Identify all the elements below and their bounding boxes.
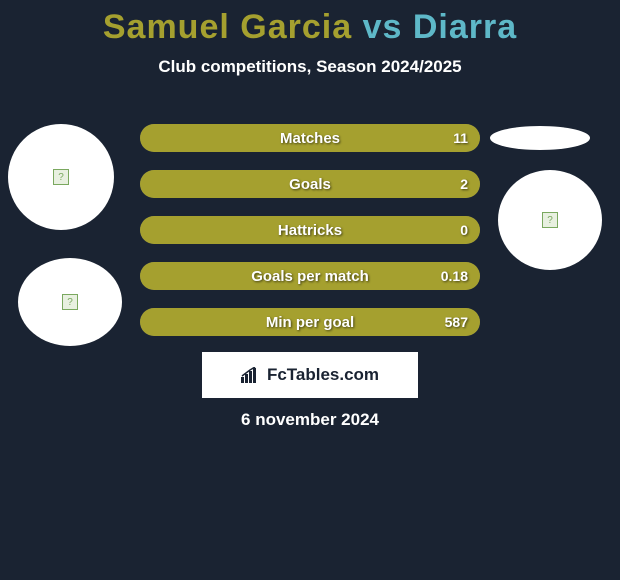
player-avatar-circle: ?: [498, 170, 602, 270]
stat-label: Goals: [140, 170, 480, 198]
vs-text: vs: [363, 8, 403, 46]
stat-value: 11: [453, 124, 468, 152]
comparison-title: Samuel Garcia vs Diarra: [0, 0, 620, 47]
stats-container: Matches11 Goals2 Hattricks0 Goals per match…: [140, 124, 480, 354]
player1-name: Samuel Garcia: [103, 8, 352, 46]
placeholder-icon: ?: [542, 212, 558, 228]
player-avatar-circle: ?: [8, 124, 114, 230]
stat-label: Matches: [140, 124, 480, 152]
stat-row: Hattricks0: [140, 216, 480, 244]
stat-value: 0.18: [441, 262, 468, 290]
logo-chart-icon: [241, 367, 261, 383]
player2-name: Diarra: [413, 8, 517, 46]
stat-row: Goals2: [140, 170, 480, 198]
stat-row: Min per goal587: [140, 308, 480, 336]
stat-label: Min per goal: [140, 308, 480, 336]
date-text: 6 november 2024: [0, 410, 620, 430]
stat-row: Matches11: [140, 124, 480, 152]
stat-label: Hattricks: [140, 216, 480, 244]
subtitle: Club competitions, Season 2024/2025: [0, 57, 620, 77]
stat-value: 587: [445, 308, 468, 336]
placeholder-icon: ?: [62, 294, 78, 310]
stat-label: Goals per match: [140, 262, 480, 290]
placeholder-icon: ?: [53, 169, 69, 185]
fctables-logo: FcTables.com: [202, 352, 418, 398]
stat-value: 0: [460, 216, 468, 244]
player-avatar-circle: ?: [18, 258, 122, 346]
decorative-ellipse: [490, 126, 590, 150]
stat-value: 2: [460, 170, 468, 198]
stat-row: Goals per match0.18: [140, 262, 480, 290]
logo-text: FcTables.com: [267, 365, 379, 385]
